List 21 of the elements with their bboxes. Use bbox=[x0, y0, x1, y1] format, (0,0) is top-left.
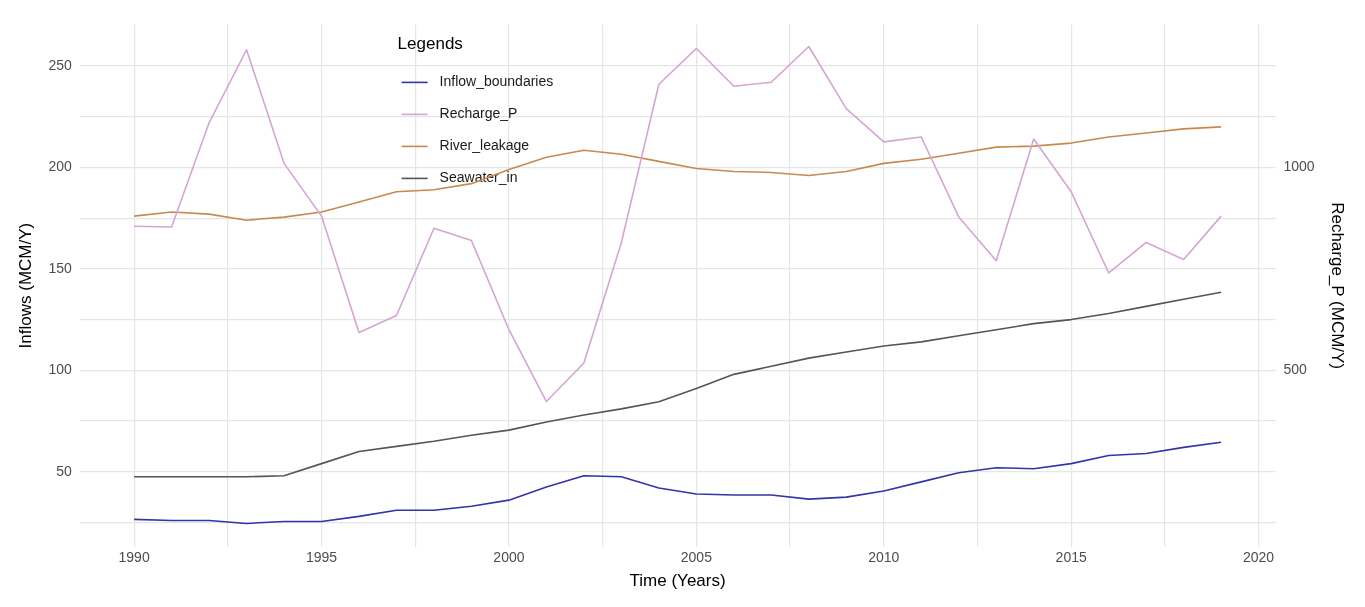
legend-label: River_leakage bbox=[439, 137, 530, 154]
y-tick-label: 50 bbox=[56, 462, 72, 479]
y2-axis-title: Recharge_P (MCM/Y) bbox=[1328, 202, 1348, 370]
x-axis-title: Time (Years) bbox=[629, 571, 726, 591]
y2-tick-label: 500 bbox=[1283, 361, 1308, 378]
y-tick-label: 150 bbox=[48, 259, 72, 276]
x-tick-label: 2010 bbox=[868, 549, 900, 566]
legend-title: Legends bbox=[397, 34, 463, 54]
y-tick-label: 200 bbox=[48, 158, 72, 175]
x-tick-label: 1990 bbox=[118, 549, 150, 566]
y-tick-label: 250 bbox=[48, 56, 72, 73]
x-tick-label: 1995 bbox=[305, 549, 338, 566]
x-tick-label: 2015 bbox=[1055, 549, 1087, 566]
y-tick-label: 100 bbox=[48, 361, 72, 378]
x-tick-label: 2005 bbox=[680, 549, 713, 566]
legend-label: Recharge_P bbox=[439, 105, 518, 122]
y2-tick-label: 1000 bbox=[1283, 158, 1315, 175]
x-tick-label: 2000 bbox=[493, 549, 525, 566]
x-tick-label: 2020 bbox=[1243, 549, 1275, 566]
y-axis-title: Inflows (MCM/Y) bbox=[15, 222, 35, 349]
legend-label: Inflow_boundaries bbox=[439, 73, 554, 90]
